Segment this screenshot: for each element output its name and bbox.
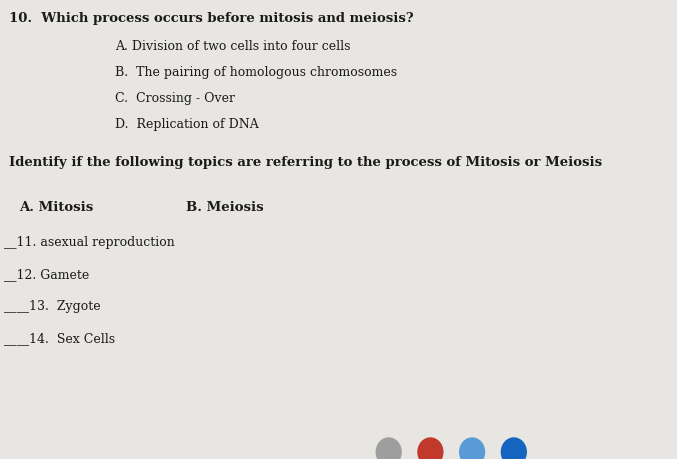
Circle shape — [418, 438, 443, 459]
Text: ____14.  Sex Cells: ____14. Sex Cells — [5, 332, 116, 345]
Text: A. Division of two cells into four cells: A. Division of two cells into four cells — [115, 40, 351, 53]
Text: A. Mitosis: A. Mitosis — [20, 201, 94, 214]
Text: Identify if the following topics are referring to the process of Mitosis or Meio: Identify if the following topics are ref… — [9, 156, 602, 169]
Circle shape — [376, 438, 401, 459]
Text: __11. asexual reproduction: __11. asexual reproduction — [5, 236, 175, 249]
Text: B.  The pairing of homologous chromosomes: B. The pairing of homologous chromosomes — [115, 66, 397, 79]
Text: B. Meiosis: B. Meiosis — [186, 201, 264, 214]
Text: D.  Replication of DNA: D. Replication of DNA — [115, 118, 259, 131]
Text: C.  Crossing - Over: C. Crossing - Over — [115, 92, 236, 105]
Text: ____13.  Zygote: ____13. Zygote — [5, 300, 101, 313]
Circle shape — [502, 438, 526, 459]
Text: __12. Gamete: __12. Gamete — [5, 268, 89, 281]
Text: 10.  Which process occurs before mitosis and meiosis?: 10. Which process occurs before mitosis … — [9, 12, 414, 25]
Circle shape — [460, 438, 485, 459]
